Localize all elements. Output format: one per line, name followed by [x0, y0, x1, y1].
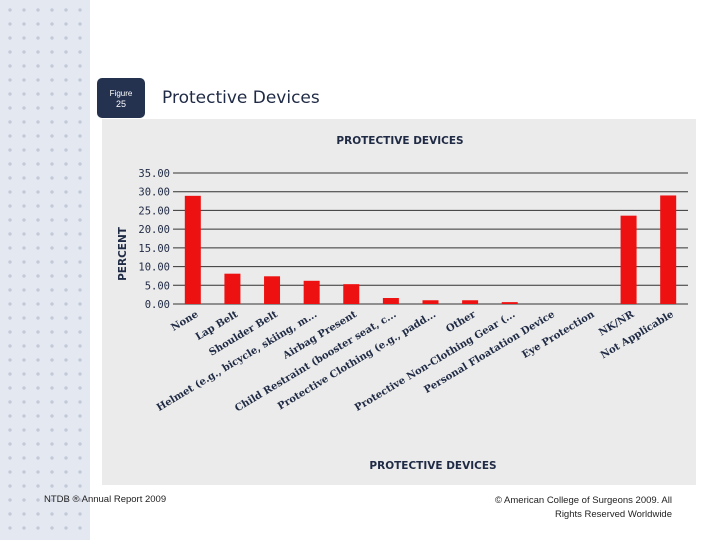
bar: [382, 298, 399, 304]
bar-chart: PROTECTIVE DEVICES PERCENT PROTECTIVE DE…: [117, 135, 688, 472]
footer-copyright-line2: Rights Reserved Worldwide: [554, 509, 672, 520]
x-tick-label: None: [169, 309, 200, 334]
x-tick-label: Eye Protection: [520, 309, 597, 361]
bar: [422, 300, 439, 304]
y-tick-label: 5.00: [145, 280, 170, 292]
x-axis-label: PROTECTIVE DEVICES: [369, 460, 496, 472]
decorative-side-band: [0, 0, 90, 540]
y-axis-label: PERCENT: [117, 226, 129, 281]
chart-title: PROTECTIVE DEVICES: [336, 135, 463, 147]
slide-title: Protective Devices: [162, 88, 320, 108]
bar: [184, 195, 201, 304]
grid-lines: [173, 172, 688, 305]
footer-source: NTDB ® Annual Report 2009: [44, 494, 167, 505]
bar: [303, 280, 320, 304]
chart-area: PROTECTIVE DEVICES PERCENT PROTECTIVE DE…: [102, 119, 696, 485]
y-tick-label: 25.00: [138, 205, 170, 217]
bar: [224, 273, 241, 304]
y-tick-label: 15.00: [138, 243, 170, 255]
footer-copyright-line1: © American College of Surgeons 2009. All: [494, 495, 672, 506]
figure-number: 25: [115, 99, 126, 109]
y-tick-labels: 35.00 30.00 25.00 20.00 15.00 10.00 5.00 0.00: [138, 168, 170, 311]
bar: [343, 284, 360, 304]
bar: [501, 302, 518, 304]
y-tick-label: 20.00: [138, 224, 170, 236]
x-tick-label: Not Applicable: [599, 309, 676, 361]
bar: [264, 276, 281, 304]
y-tick-label: 30.00: [138, 187, 170, 199]
y-tick-label: 35.00: [138, 168, 170, 180]
bar: [620, 215, 637, 304]
y-tick-label: 10.00: [138, 262, 170, 274]
bars: [184, 195, 677, 304]
figure-badge: Figure 25: [97, 78, 145, 118]
bar: [660, 195, 677, 304]
figure-label: Figure: [109, 89, 133, 98]
y-tick-label: 0.00: [145, 299, 170, 311]
bar: [462, 300, 479, 304]
footer-copyright: © American College of Surgeons 2009. All…: [460, 494, 672, 522]
